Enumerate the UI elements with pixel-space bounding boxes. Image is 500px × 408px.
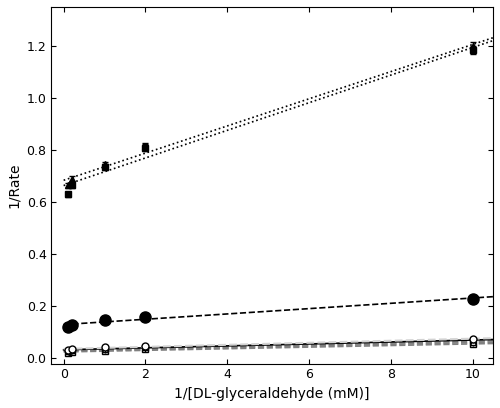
Y-axis label: 1/Rate: 1/Rate [7,162,21,208]
X-axis label: 1/[DL-glyceraldehyde (mM)]: 1/[DL-glyceraldehyde (mM)] [174,387,370,401]
